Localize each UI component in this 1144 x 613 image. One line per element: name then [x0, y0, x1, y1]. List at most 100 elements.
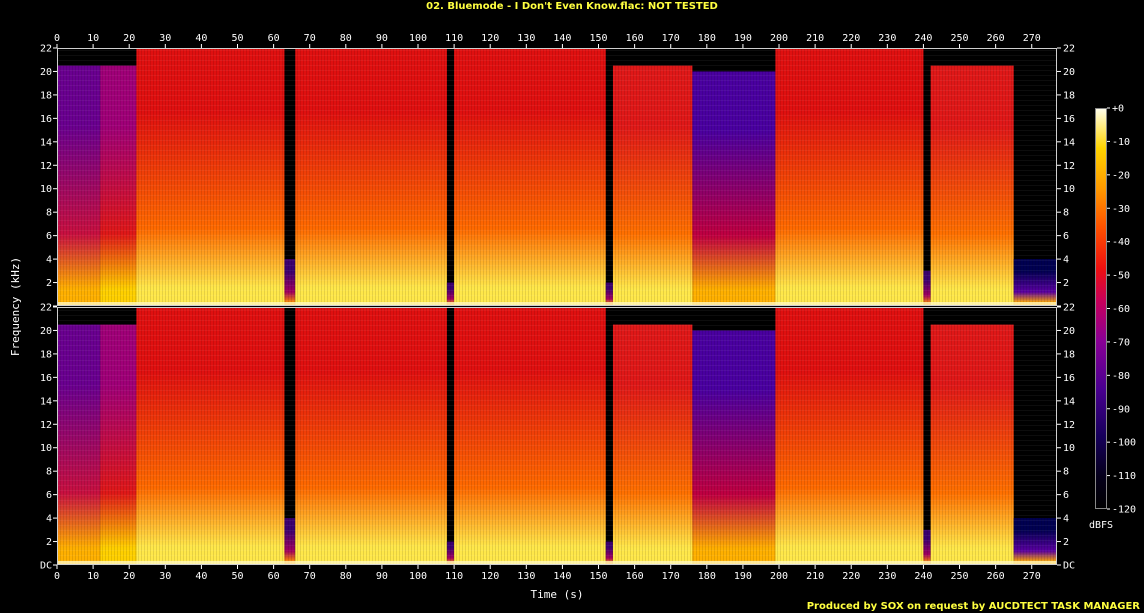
y-tick-label: DC	[40, 561, 52, 572]
y-tick-label: 18	[40, 90, 52, 101]
x-tick-label: 230	[878, 571, 896, 582]
x-tick-label: 70	[304, 33, 316, 44]
x-tick-label: 240	[914, 571, 932, 582]
x-tick-label: 120	[481, 33, 499, 44]
y-tick-label: 20	[1063, 67, 1075, 78]
colorbar-tick-label: -110	[1112, 471, 1136, 482]
y-tick-label: 22	[1063, 303, 1075, 314]
y-tick-label: 6	[1063, 490, 1069, 501]
x-tick-label: 130	[517, 33, 535, 44]
x-tick-label: 80	[340, 571, 352, 582]
y-tick-label: 10	[40, 443, 52, 454]
x-tick-label: 50	[231, 33, 243, 44]
y-tick-label: 22	[40, 44, 52, 55]
x-tick-label: 10	[87, 33, 99, 44]
channel-2	[57, 307, 1057, 565]
x-tick-label: 160	[626, 33, 644, 44]
y-tick-label: 16	[40, 373, 52, 384]
x-tick-label: 110	[445, 33, 463, 44]
x-tick-label: 40	[195, 571, 207, 582]
y-tick-label: 12	[1063, 161, 1075, 172]
x-tick-label: 150	[589, 571, 607, 582]
y-tick-label: 2	[46, 278, 52, 289]
y-tick-label: 14	[40, 137, 52, 148]
x-tick-label: 70	[304, 571, 316, 582]
x-tick-label: 260	[987, 33, 1005, 44]
colorbar-tick-label: -120	[1112, 505, 1136, 516]
x-tick-label: 0	[54, 571, 60, 582]
y-tick-label: 4	[1063, 255, 1069, 266]
x-axis-label: Time (s)	[531, 588, 584, 601]
x-tick-label: 0	[54, 33, 60, 44]
x-tick-label: 30	[159, 33, 171, 44]
x-tick-label: 220	[842, 33, 860, 44]
x-tick-label: 170	[662, 571, 680, 582]
chart-title: 02. Bluemode - I Don't Even Know.flac: N…	[426, 1, 718, 12]
colorbar-tick-label: -90	[1112, 404, 1130, 415]
y-tick-label: 2	[46, 537, 52, 548]
x-tick-label: 200	[770, 33, 788, 44]
x-tick-label: 180	[698, 571, 716, 582]
y-tick-label: 4	[46, 514, 52, 525]
colorbar-tick-label: -100	[1112, 438, 1136, 449]
colorbar-tick-label: -60	[1112, 304, 1130, 315]
y-tick-label: 14	[1063, 137, 1075, 148]
x-tick-label: 170	[662, 33, 680, 44]
y-tick-label: 10	[40, 184, 52, 195]
texture	[57, 48, 1057, 306]
y-tick-label: 12	[1063, 420, 1075, 431]
colorbar-tick-label: -70	[1112, 337, 1130, 348]
y-tick-label: 10	[1063, 443, 1075, 454]
colorbar-tick-label: -10	[1112, 137, 1130, 148]
y-tick-label: 8	[46, 208, 52, 219]
y-tick-label: 2	[1063, 537, 1069, 548]
x-tick-label: 190	[734, 33, 752, 44]
x-tick-label: 20	[123, 571, 135, 582]
x-tick-label: 120	[481, 571, 499, 582]
x-tick-label: 200	[770, 571, 788, 582]
y-tick-label: 8	[1063, 208, 1069, 219]
colorbar-tick-label: -30	[1112, 204, 1130, 215]
y-tick-label: 18	[1063, 349, 1075, 360]
x-tick-label: 270	[1023, 33, 1041, 44]
x-tick-label: 100	[409, 571, 427, 582]
x-tick-label: 40	[195, 33, 207, 44]
panel-frame	[57, 48, 1057, 306]
x-tick-label: 270	[1023, 571, 1041, 582]
y-tick-label: 16	[40, 114, 52, 125]
x-tick-label: 210	[806, 571, 824, 582]
y-tick-label: 4	[1063, 514, 1069, 525]
x-tick-label: 110	[445, 571, 463, 582]
y-tick-label: 16	[1063, 373, 1075, 384]
y-tick-label: 6	[1063, 231, 1069, 242]
y-tick-label: 10	[1063, 184, 1075, 195]
x-tick-label: 130	[517, 571, 535, 582]
x-tick-label: 80	[340, 33, 352, 44]
x-tick-label: 190	[734, 571, 752, 582]
panel-frame	[57, 307, 1057, 565]
x-tick-label: 20	[123, 33, 135, 44]
x-tick-label: 140	[553, 571, 571, 582]
colorbar-frame	[1095, 108, 1107, 509]
y-tick-label: 18	[40, 349, 52, 360]
x-tick-label: 180	[698, 33, 716, 44]
x-tick-label: 90	[376, 571, 388, 582]
credit-text: Produced by SOX on request by AUCDTECT T…	[806, 601, 1140, 612]
dc-band	[57, 302, 1057, 305]
y-tick-label: 12	[40, 161, 52, 172]
y-axis-label: Frequency (kHz)	[9, 257, 22, 356]
x-tick-label: 220	[842, 571, 860, 582]
x-tick-label: 160	[626, 571, 644, 582]
x-tick-label: 210	[806, 33, 824, 44]
y-tick-label: 18	[1063, 90, 1075, 101]
x-tick-label: 60	[268, 33, 280, 44]
x-tick-label: 150	[589, 33, 607, 44]
y-tick-label: 6	[46, 231, 52, 242]
colorbar-tick-label: -20	[1112, 170, 1130, 181]
x-tick-label: 250	[950, 33, 968, 44]
colorbar-label: dBFS	[1089, 520, 1113, 531]
colorbar-gradient	[1095, 108, 1107, 509]
y-tick-label: 12	[40, 420, 52, 431]
y-tick-label: 20	[1063, 326, 1075, 337]
